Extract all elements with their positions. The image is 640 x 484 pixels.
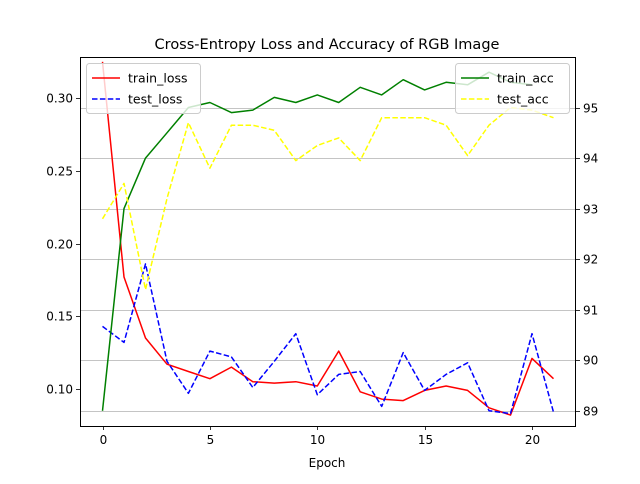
y-left-tick-label: 0.30 (46, 92, 73, 106)
axes-layer: 0 5 10 15 20 0.10 0.15 0.20 0.25 0.30 89 90 91 92 93 94… (46, 92, 598, 448)
legend-right-box (455, 63, 570, 114)
series-line-test-loss (102, 263, 555, 415)
plot-frame (80, 57, 576, 427)
y-left-tick-label: 0.10 (46, 383, 73, 397)
x-tick-label: 5 (207, 433, 215, 447)
y-left-tick-label: 0.15 (46, 310, 73, 324)
x-tick-label: 0 (100, 433, 108, 447)
legend-left-box (86, 63, 201, 114)
y-left-tick-label: 0.25 (46, 165, 73, 179)
legend-label-test-loss: test_loss (128, 92, 182, 107)
y-right-tick-label: 89 (583, 405, 598, 419)
x-tick-label: 20 (525, 433, 540, 447)
x-tick-label: 10 (310, 433, 325, 447)
series-line-test-acc (101, 106, 554, 291)
x-axis-label: Epoch (309, 456, 346, 470)
y-right-tick-label: 90 (583, 354, 598, 368)
y-left-tick-label: 0.20 (46, 238, 73, 252)
legend-label-train-loss: train_loss (128, 71, 188, 86)
y-right-tick-label: 92 (583, 253, 598, 267)
series-line-train-loss (101, 61, 555, 416)
x-tick-label: 15 (418, 433, 433, 447)
chart-title: Cross-Entropy Loss and Accuracy of RGB I… (155, 37, 500, 53)
legend-label-train-acc: train_acc (497, 71, 554, 86)
legend-layer: train_loss test_loss train_acc test_acc (86, 63, 570, 114)
y-right-tick-label: 91 (583, 304, 598, 318)
y-right-tick-label: 95 (583, 102, 598, 116)
legend-label-test-acc: test_acc (497, 92, 549, 107)
y-right-tick-label: 94 (583, 152, 598, 166)
y-right-tick-label: 93 (583, 203, 598, 217)
